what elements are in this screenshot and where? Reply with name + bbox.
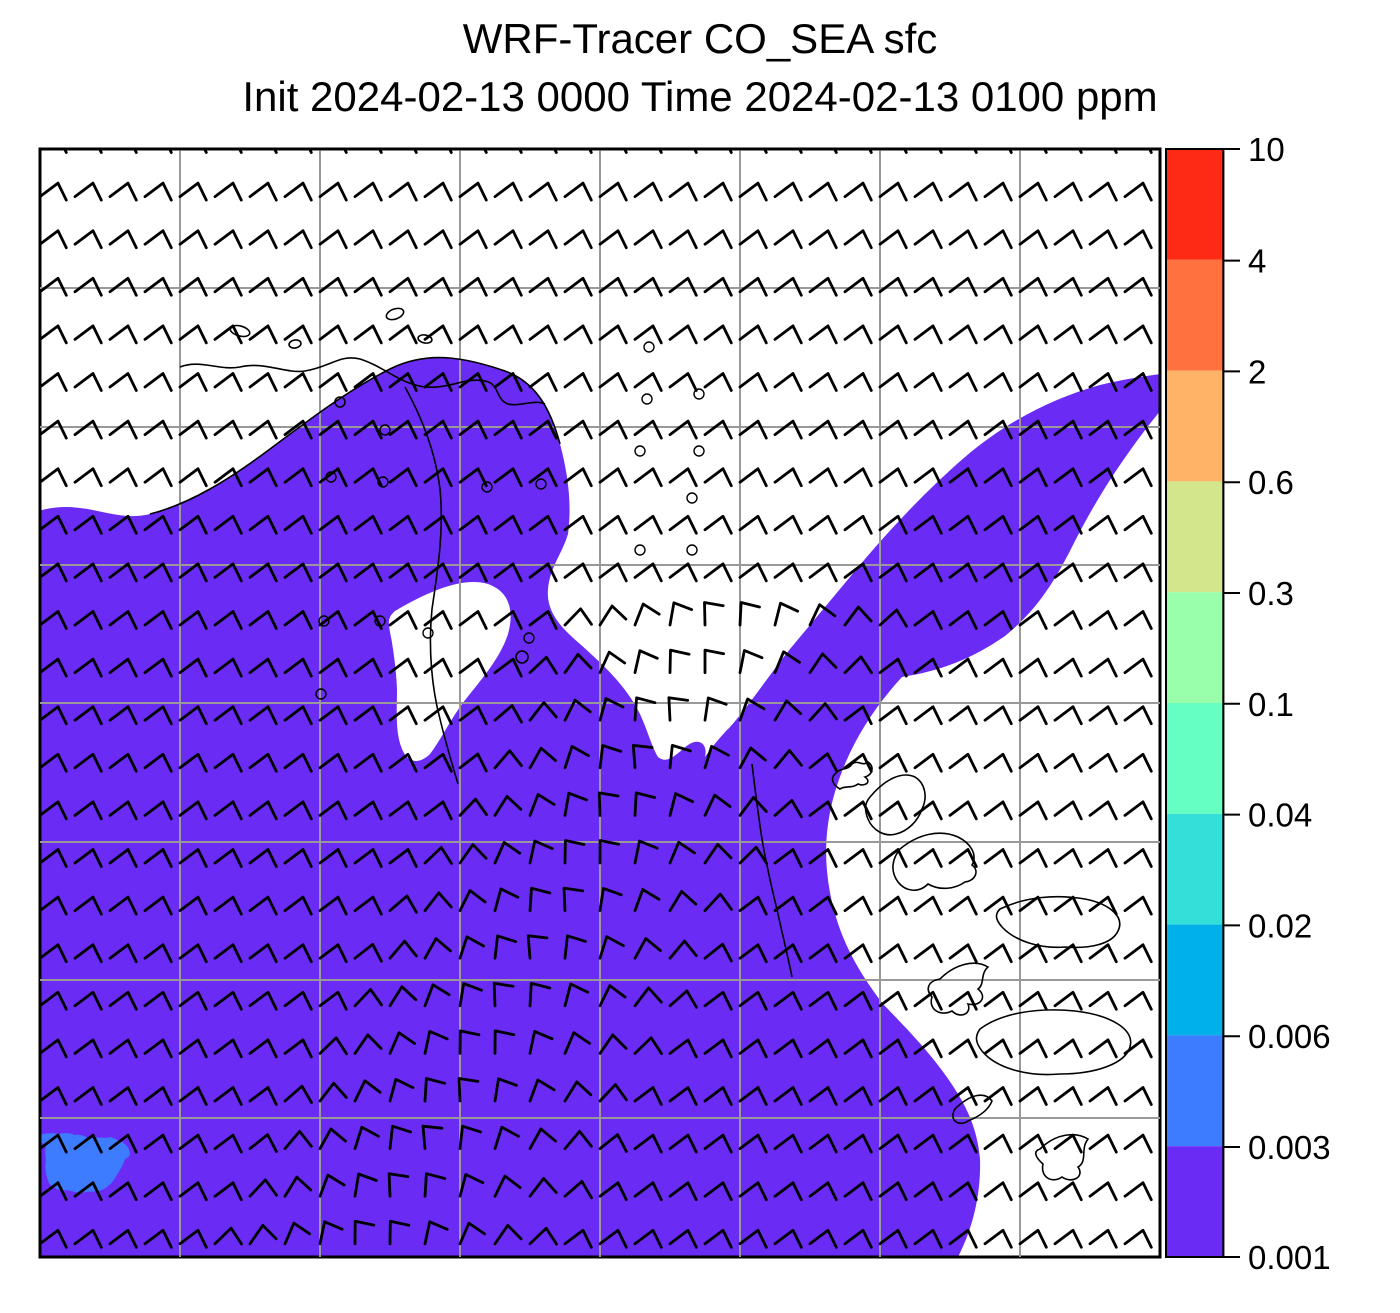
svg-text:0.04: 0.04 [1248, 797, 1312, 834]
svg-text:0.1: 0.1 [1248, 686, 1294, 723]
svg-text:2: 2 [1248, 353, 1266, 390]
svg-text:0.6: 0.6 [1248, 464, 1294, 501]
svg-text:0.3: 0.3 [1248, 575, 1294, 612]
svg-text:0.001: 0.001 [1248, 1239, 1331, 1276]
svg-text:0.006: 0.006 [1248, 1018, 1331, 1055]
svg-text:0.003: 0.003 [1248, 1129, 1331, 1166]
svg-text:10: 10 [1248, 131, 1285, 168]
svg-text:4: 4 [1248, 243, 1266, 280]
svg-text:0.02: 0.02 [1248, 907, 1312, 944]
